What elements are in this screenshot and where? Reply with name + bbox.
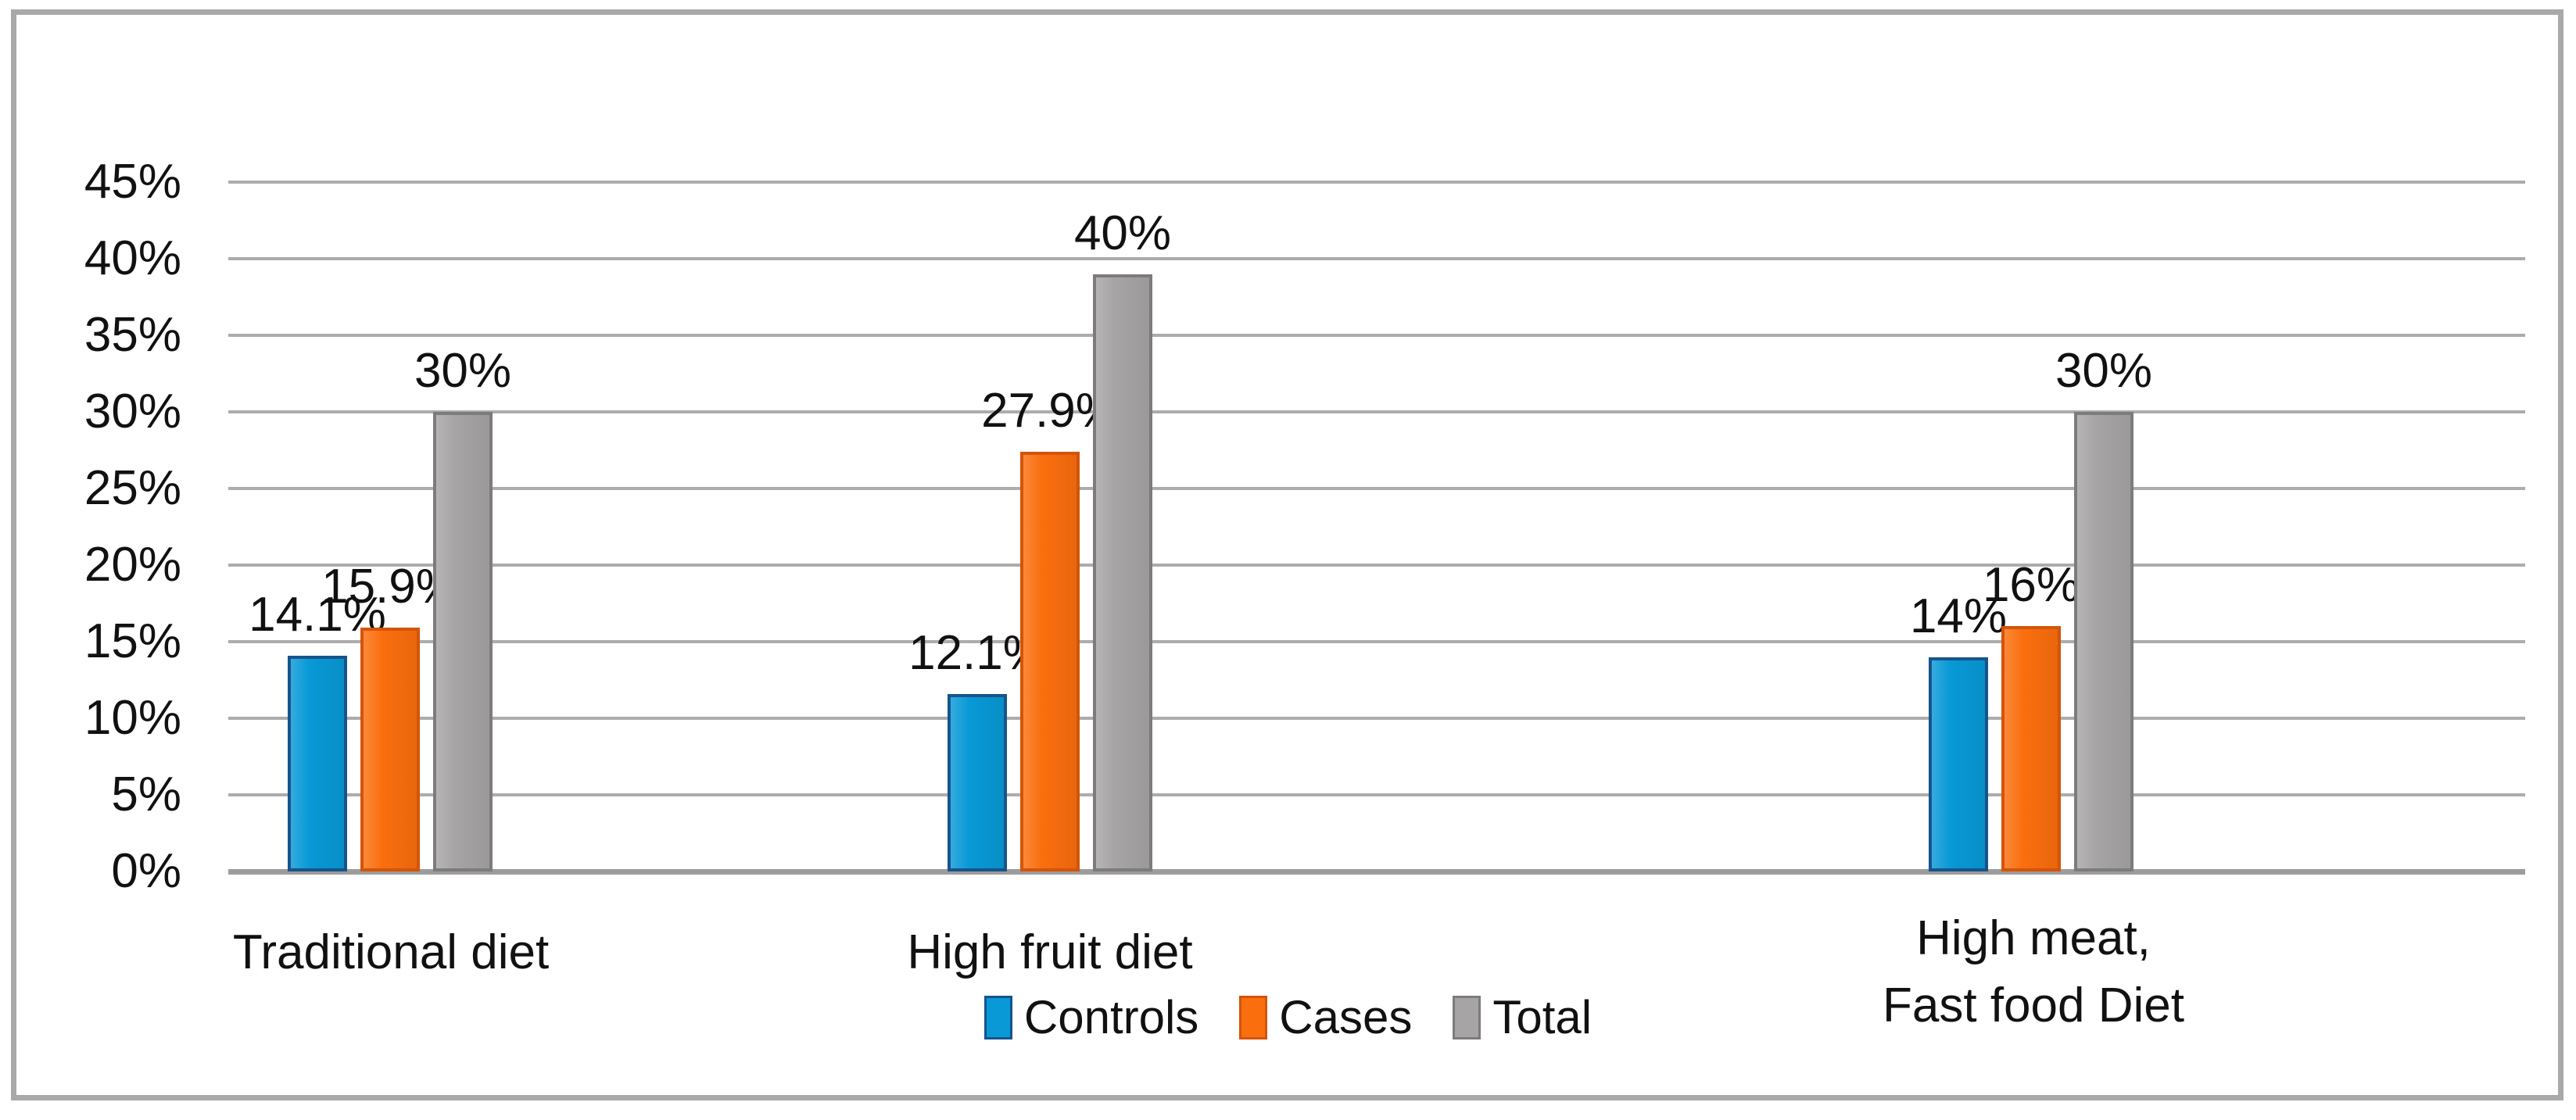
bar-controls-group2 xyxy=(948,694,1007,871)
bar-sheen xyxy=(364,631,417,868)
y-tick-label-25: 25% xyxy=(84,461,181,515)
data-label-total-group3: 30% xyxy=(2055,344,2153,398)
y-tick-label-35: 35% xyxy=(84,308,181,362)
bar-cases-group1 xyxy=(360,628,420,871)
gridline-35 xyxy=(228,334,2525,337)
legend-label-controls: Controls xyxy=(1023,991,1199,1043)
gridline-5 xyxy=(228,793,2525,796)
category-label-2: High fruit diet xyxy=(907,925,1193,979)
bar-cases-group3 xyxy=(2001,626,2061,871)
bar-sheen xyxy=(291,659,344,868)
legend-item-controls: Controls xyxy=(983,989,1199,1046)
bar-controls-group3 xyxy=(1929,657,1988,871)
data-label-total-group1: 30% xyxy=(414,344,512,398)
data-label-controls-group3: 14% xyxy=(1909,589,2008,643)
plot-area: 14.1% 12.1% 14% 15.9% 27.9% 16% 30% 40% 30% xyxy=(228,181,2525,875)
data-label-cases-group3: 16% xyxy=(1982,558,2080,612)
gridline-45 xyxy=(228,181,2525,184)
category-label-3: High meat, Fast food Diet xyxy=(1883,911,2184,1032)
legend: Controls Cases Total xyxy=(0,986,2576,1049)
y-tick-label-20: 20% xyxy=(84,538,181,592)
y-tick-label-15: 15% xyxy=(84,614,181,668)
bar-sheen xyxy=(1023,455,1077,868)
gridline-10 xyxy=(228,717,2525,720)
bar-sheen xyxy=(1096,277,1149,868)
bar-sheen xyxy=(2005,629,2058,868)
data-label-total-group2: 40% xyxy=(1073,206,1172,260)
y-tick-label-30: 30% xyxy=(84,385,181,438)
bar-sheen xyxy=(951,697,1004,868)
legend-swatch-total xyxy=(1453,996,1481,1039)
legend-item-cases: Cases xyxy=(1239,989,1412,1046)
bar-total-group2 xyxy=(1093,274,1152,871)
y-tick-label-40: 40% xyxy=(84,231,181,285)
legend-label-total: Total xyxy=(1492,991,1593,1043)
bar-sheen xyxy=(436,415,489,868)
legend-swatch-controls xyxy=(983,996,1012,1039)
bar-sheen xyxy=(1932,660,1985,868)
legend-swatch-cases xyxy=(1239,996,1268,1039)
category-label-1: Traditional diet xyxy=(232,925,550,979)
gridline-25 xyxy=(228,487,2525,490)
y-tick-label-0: 0% xyxy=(111,844,181,898)
bar-controls-group1 xyxy=(288,656,347,871)
bar-total-group3 xyxy=(2074,412,2134,871)
gridline-40 xyxy=(228,257,2525,260)
y-tick-label-5: 5% xyxy=(111,768,181,821)
gridline-30 xyxy=(228,410,2525,413)
gridline-15 xyxy=(228,640,2525,643)
gridline-20 xyxy=(228,564,2525,567)
bar-total-group1 xyxy=(433,412,493,871)
y-tick-label-45: 45% xyxy=(84,155,181,209)
bar-cases-group2 xyxy=(1020,452,1080,871)
bar-sheen xyxy=(2077,415,2130,868)
legend-item-total: Total xyxy=(1453,989,1592,1046)
x-axis-baseline xyxy=(228,869,2525,875)
y-tick-label-10: 10% xyxy=(84,691,181,745)
legend-label-cases: Cases xyxy=(1279,991,1413,1043)
